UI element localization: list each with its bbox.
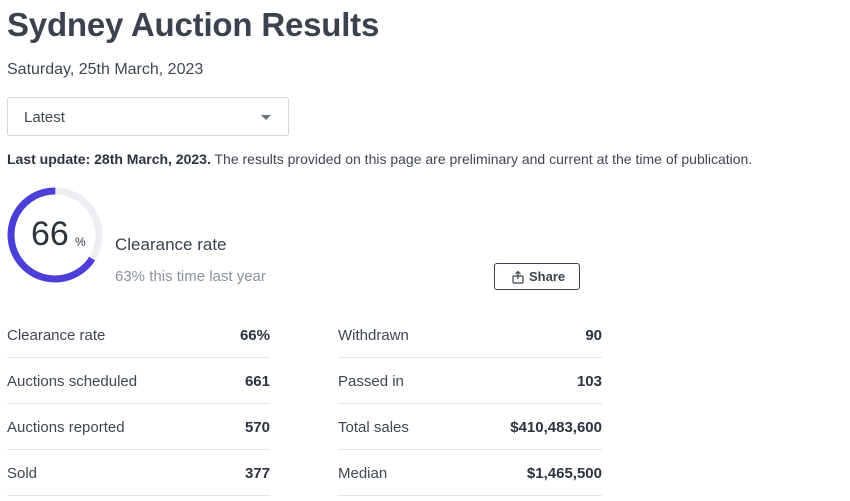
update-notice-text: The results provided on this page are pr… xyxy=(210,151,753,167)
stat-row: Auctions reported 570 xyxy=(7,404,270,450)
stat-value: 377 xyxy=(244,465,270,482)
share-button[interactable]: Share xyxy=(494,263,580,290)
stat-value: 103 xyxy=(576,373,602,390)
stat-value: 66% xyxy=(239,327,270,344)
stat-label: Median xyxy=(338,465,388,482)
update-notice: Last update: 28th March, 2023. The resul… xyxy=(7,151,752,167)
clearance-gauge-fill xyxy=(7,187,103,283)
stat-row: Sold 377 xyxy=(7,450,270,496)
last-year-comparison: 63% this time last year xyxy=(115,268,266,285)
stat-row: Clearance rate 66% xyxy=(7,312,270,358)
stat-value: $410,483,600 xyxy=(510,419,602,436)
stat-label: Clearance rate xyxy=(7,327,106,344)
date-select-value: Latest xyxy=(24,109,65,126)
stat-row: Passed in 103 xyxy=(338,358,602,404)
date-select[interactable]: Latest xyxy=(7,97,289,136)
stat-row: Median $1,465,500 xyxy=(338,450,602,496)
stat-value: 570 xyxy=(244,419,270,436)
clearance-gauge-value: 66 xyxy=(31,215,69,253)
clearance-rate-label: Clearance rate xyxy=(115,235,227,254)
stat-row: Total sales $410,483,600 xyxy=(338,404,602,450)
stat-label: Total sales xyxy=(338,419,409,436)
share-button-label: Share xyxy=(529,269,566,284)
stat-value: 90 xyxy=(585,327,602,344)
auction-date: Saturday, 25th March, 2023 xyxy=(7,61,204,78)
stat-label: Withdrawn xyxy=(338,327,409,344)
update-notice-date: Last update: 28th March, 2023. xyxy=(7,151,211,167)
clearance-gauge xyxy=(7,187,103,283)
stats-table-left: Clearance rate 66% Auctions scheduled 66… xyxy=(7,312,270,496)
page-title: Sydney Auction Results xyxy=(7,6,380,43)
stat-row: Auctions scheduled 661 xyxy=(7,358,270,404)
stat-row: Withdrawn 90 xyxy=(338,312,602,358)
stat-value: 661 xyxy=(244,373,270,390)
stat-label: Passed in xyxy=(338,373,404,390)
stat-value: $1,465,500 xyxy=(526,465,602,482)
stat-label: Auctions reported xyxy=(7,419,125,436)
share-icon xyxy=(512,270,524,284)
chevron-down-icon xyxy=(261,115,271,120)
stat-label: Sold xyxy=(7,465,38,482)
stats-table-right: Withdrawn 90 Passed in 103 Total sales $… xyxy=(338,312,602,496)
stat-label: Auctions scheduled xyxy=(7,373,138,390)
clearance-gauge-percent: % xyxy=(75,235,86,249)
